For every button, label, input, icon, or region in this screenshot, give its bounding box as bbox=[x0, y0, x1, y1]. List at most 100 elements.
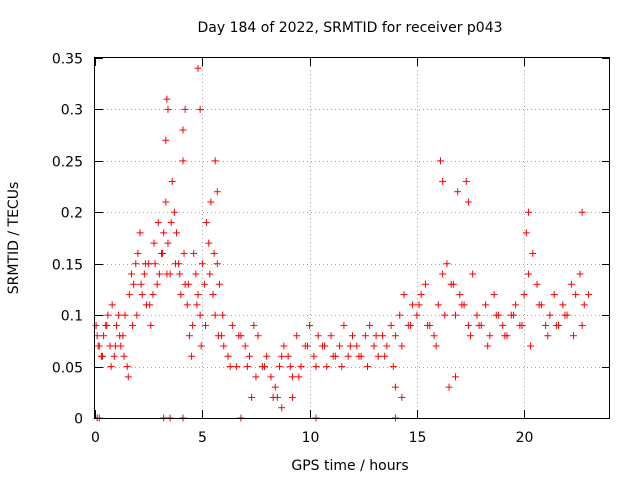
data-point bbox=[492, 311, 500, 319]
data-point bbox=[284, 352, 292, 360]
data-point bbox=[293, 332, 301, 340]
data-point bbox=[129, 321, 137, 329]
data-point bbox=[458, 301, 466, 309]
data-point bbox=[585, 291, 593, 299]
data-point bbox=[434, 301, 442, 309]
data-point bbox=[278, 404, 286, 412]
data-point bbox=[167, 219, 175, 227]
data-point bbox=[99, 352, 107, 360]
data-point bbox=[280, 342, 288, 350]
data-point bbox=[181, 105, 189, 113]
data-point bbox=[546, 311, 554, 319]
data-point bbox=[561, 311, 569, 319]
data-point bbox=[241, 342, 249, 350]
data-point bbox=[164, 105, 172, 113]
data-point bbox=[349, 332, 356, 340]
data-point bbox=[200, 280, 208, 288]
data-point bbox=[163, 270, 171, 278]
data-point bbox=[235, 332, 243, 340]
data-point bbox=[107, 363, 115, 371]
data-point bbox=[209, 291, 217, 299]
data-point bbox=[108, 301, 116, 309]
data-point bbox=[226, 363, 234, 371]
data-point bbox=[379, 332, 387, 340]
data-point bbox=[406, 321, 414, 329]
data-point bbox=[424, 321, 432, 329]
plot-frame bbox=[94, 57, 610, 419]
data-point bbox=[297, 363, 305, 371]
data-point bbox=[205, 239, 213, 247]
y-tick-label: 0.1 bbox=[61, 309, 83, 325]
data-point bbox=[396, 311, 404, 319]
data-point bbox=[206, 270, 214, 278]
y-tick-label: 0 bbox=[74, 412, 83, 428]
data-point bbox=[409, 301, 417, 309]
data-point bbox=[303, 342, 311, 350]
data-point bbox=[123, 363, 131, 371]
data-point bbox=[197, 342, 205, 350]
data-point bbox=[162, 136, 170, 144]
data-point bbox=[501, 332, 509, 340]
data-point bbox=[355, 352, 363, 360]
data-point bbox=[306, 321, 314, 329]
data-point bbox=[213, 260, 221, 268]
y-tick-label: 0.05 bbox=[52, 361, 83, 377]
x-tick-label: 20 bbox=[516, 430, 534, 446]
data-point bbox=[92, 321, 100, 329]
data-point bbox=[254, 332, 262, 340]
data-point bbox=[246, 352, 253, 360]
data-point bbox=[509, 311, 517, 319]
data-point bbox=[150, 239, 158, 247]
data-point bbox=[413, 311, 421, 319]
data-point bbox=[271, 383, 279, 391]
x-tick-label: 10 bbox=[302, 430, 320, 446]
data-point bbox=[430, 332, 438, 340]
data-point bbox=[576, 270, 584, 278]
data-point bbox=[141, 260, 149, 268]
data-point bbox=[570, 332, 578, 340]
data-point bbox=[391, 383, 399, 391]
data-point bbox=[381, 352, 389, 360]
data-point bbox=[439, 177, 447, 185]
data-point bbox=[321, 342, 329, 350]
data-point bbox=[115, 311, 123, 319]
data-point bbox=[159, 249, 167, 257]
data-point bbox=[196, 311, 204, 319]
y-tick-label: 0.2 bbox=[61, 206, 83, 222]
y-axis-label: SRMTID / TECUs bbox=[6, 182, 22, 295]
data-point bbox=[164, 239, 172, 247]
data-point bbox=[449, 280, 457, 288]
data-point bbox=[484, 342, 492, 350]
data-point bbox=[121, 311, 129, 319]
data-point bbox=[136, 229, 144, 237]
data-point bbox=[400, 291, 408, 299]
y-tick-label: 0.3 bbox=[61, 103, 83, 119]
data-point bbox=[522, 229, 530, 237]
data-point bbox=[116, 332, 124, 340]
data-point bbox=[171, 260, 179, 268]
data-point bbox=[295, 373, 303, 381]
data-point bbox=[417, 291, 425, 299]
data-point bbox=[180, 249, 188, 257]
data-point bbox=[529, 249, 537, 257]
data-point bbox=[155, 270, 163, 278]
x-tick-label: 5 bbox=[198, 430, 207, 446]
data-point bbox=[196, 105, 204, 113]
data-point bbox=[346, 342, 354, 350]
data-point bbox=[338, 363, 346, 371]
data-point bbox=[421, 280, 429, 288]
data-point bbox=[323, 363, 331, 371]
data-point bbox=[162, 198, 170, 206]
data-point bbox=[398, 342, 406, 350]
data-point bbox=[194, 64, 202, 72]
data-point bbox=[353, 342, 361, 350]
data-point bbox=[520, 291, 528, 299]
data-point bbox=[120, 352, 128, 360]
y-tick-label: 0.35 bbox=[52, 52, 83, 68]
data-point bbox=[559, 301, 567, 309]
data-point bbox=[486, 332, 494, 340]
scatter-points bbox=[92, 64, 593, 422]
data-point bbox=[213, 188, 221, 196]
data-point bbox=[415, 301, 423, 309]
data-point bbox=[177, 291, 185, 299]
